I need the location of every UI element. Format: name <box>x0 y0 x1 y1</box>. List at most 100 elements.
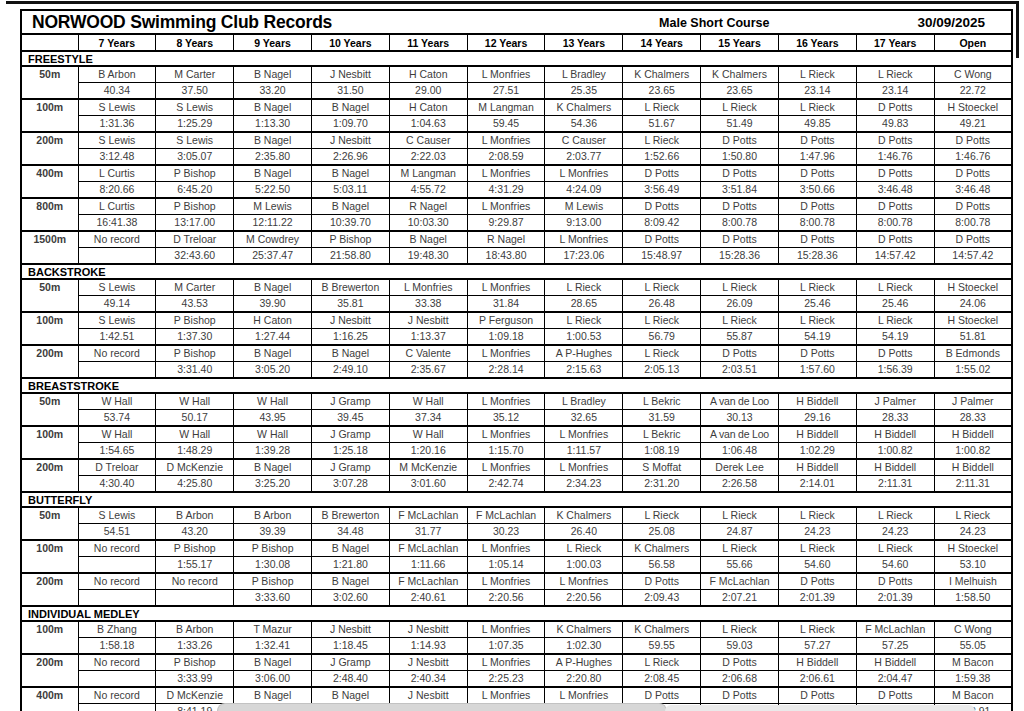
record-name-cell: D Potts <box>778 573 856 590</box>
record-name-cell: D Potts <box>934 132 1012 149</box>
record-name-cell: M Langman <box>467 99 545 116</box>
record-time-cell: 16:41.38 <box>78 215 156 232</box>
record-time-cell: 24.87 <box>701 524 779 541</box>
record-time-cell: 1:25.18 <box>311 443 389 460</box>
record-name-cell: H Biddell <box>778 426 856 443</box>
record-time-cell: 1:30.08 <box>234 557 312 574</box>
record-time-cell: 4:30.40 <box>78 476 156 493</box>
record-time-cell: 4:24.09 <box>545 182 623 199</box>
record-name-cell: L Monfries <box>467 621 545 638</box>
record-time-cell: 49.14 <box>78 296 156 313</box>
record-name-cell: F McLachlan <box>389 507 467 524</box>
record-holder-row: 100mB ZhangB ArbonT MazurJ NesbittJ Nesb… <box>21 621 1012 638</box>
record-time-cell: 1:58.18 <box>78 638 156 655</box>
record-time-cell: 2:15.63 <box>545 362 623 379</box>
record-time-cell: 2:11.31 <box>856 476 934 493</box>
record-time-cell: 8:00.78 <box>701 215 779 232</box>
record-name-cell: D Potts <box>778 165 856 182</box>
record-time-cell: 18:43.80 <box>467 248 545 265</box>
record-time-cell: 1:31.36 <box>78 116 156 133</box>
record-time-cell: 33.20 <box>234 83 312 100</box>
record-name-cell: B Arbon <box>156 507 234 524</box>
record-time-cell: 1:13.30 <box>234 116 312 133</box>
record-time-cell: 1:48.29 <box>156 443 234 460</box>
record-name-cell: L Monfries <box>467 132 545 149</box>
record-name-cell: B Nagel <box>234 99 312 116</box>
record-name-cell: D Potts <box>856 132 934 149</box>
record-time-row: 1:55.171:30.081:21.801:11.661:05.141:00.… <box>21 557 1012 574</box>
record-name-cell: B Arbon <box>78 66 156 83</box>
record-time-cell: 23.14 <box>778 83 856 100</box>
record-holder-row: 200mNo recordNo recordP BishopB NagelF M… <box>21 573 1012 590</box>
record-name-cell: W Hall <box>389 426 467 443</box>
record-time-cell: 33.38 <box>389 296 467 313</box>
distance-label: 100m <box>21 312 78 345</box>
record-name-cell: B Nagel <box>234 66 312 83</box>
record-name-cell: Derek Lee <box>701 459 779 476</box>
record-time-cell: 51.81 <box>934 329 1012 346</box>
record-name-cell: D Potts <box>701 687 779 704</box>
record-time-cell: 43.95 <box>234 410 312 427</box>
record-time-cell: 37.34 <box>389 410 467 427</box>
record-name-cell: J Palmer <box>934 393 1012 410</box>
record-name-cell: D Potts <box>856 165 934 182</box>
record-time-cell: 30.23 <box>467 524 545 541</box>
record-holder-row: 50mS LewisM CarterB NagelB BrewertonL Mo… <box>21 279 1012 296</box>
record-time-cell: 28.65 <box>545 296 623 313</box>
record-name-cell: H Caton <box>389 66 467 83</box>
record-time-cell: 6:45.20 <box>156 182 234 199</box>
record-name-cell: B Nagel <box>234 654 312 671</box>
record-time-cell: 31.50 <box>311 83 389 100</box>
record-name-cell: P Bishop <box>156 345 234 362</box>
stroke-section-row: BACKSTROKE <box>21 264 1012 279</box>
record-time-cell: 4:31.29 <box>467 182 545 199</box>
record-time-cell: 13:17.00 <box>156 215 234 232</box>
record-name-cell: W Hall <box>156 426 234 443</box>
record-time-cell: 2:09.43 <box>623 590 701 607</box>
record-name-cell: L Monfries <box>545 687 623 704</box>
record-time-cell: 27.51 <box>467 83 545 100</box>
record-time-cell: 2:20.80 <box>545 671 623 688</box>
column-header-age-group: 7 Years <box>78 34 156 51</box>
record-name-cell: No record <box>78 345 156 362</box>
record-name-cell: L Monfries <box>389 279 467 296</box>
record-name-cell: W Hall <box>78 426 156 443</box>
record-time-cell: 53.74 <box>78 410 156 427</box>
record-time-cell: 3:12.48 <box>78 149 156 166</box>
stroke-section-row: INDIVIDUAL MEDLEY <box>21 606 1012 621</box>
record-name-cell: C Wong <box>934 66 1012 83</box>
record-time-cell: 1:47.96 <box>778 149 856 166</box>
record-time-cell: 22.72 <box>934 83 1012 100</box>
column-header-age-group: 8 Years <box>156 34 234 51</box>
record-time-cell: 26.40 <box>545 524 623 541</box>
record-name-cell: L Rieck <box>778 507 856 524</box>
record-time-cell: 59.45 <box>467 116 545 133</box>
record-name-cell: L Rieck <box>934 507 1012 524</box>
record-time-cell: 5:03.11 <box>311 182 389 199</box>
record-holder-row: 1500mNo recordD TreloarM CowdreyP Bishop… <box>21 231 1012 248</box>
record-name-cell: H Stoeckel <box>934 312 1012 329</box>
record-time-cell: 56.58 <box>623 557 701 574</box>
record-time-cell: 3:31.40 <box>156 362 234 379</box>
distance-label: 50m <box>21 393 78 426</box>
record-time-cell: 1:33.26 <box>156 638 234 655</box>
record-time-cell: 4:25.80 <box>156 476 234 493</box>
record-time-cell: 3:05.20 <box>234 362 312 379</box>
record-time-cell: 2:35.67 <box>389 362 467 379</box>
record-time-cell: 1:16.25 <box>311 329 389 346</box>
record-time-row: 53.7450.1743.9539.4537.3435.1232.6531.59… <box>21 410 1012 427</box>
record-time-cell: 53.10 <box>934 557 1012 574</box>
column-header-age-group: 10 Years <box>311 34 389 51</box>
record-name-cell: P Bishop <box>311 231 389 248</box>
record-time-cell: 1:13.37 <box>389 329 467 346</box>
record-time-cell: 1:05.14 <box>467 557 545 574</box>
record-time-cell: 54.60 <box>778 557 856 574</box>
record-time-cell: 51.49 <box>701 116 779 133</box>
record-name-cell: No record <box>78 654 156 671</box>
record-time-cell: 1:46.76 <box>934 149 1012 166</box>
stroke-section-header: BACKSTROKE <box>21 264 1012 279</box>
record-time-cell: 28.33 <box>934 410 1012 427</box>
record-name-cell: M Lewis <box>545 198 623 215</box>
record-time-row: 32:43.6025:37.4721:58.8019:48.3018:43.80… <box>21 248 1012 265</box>
record-name-cell: D Potts <box>778 687 856 704</box>
